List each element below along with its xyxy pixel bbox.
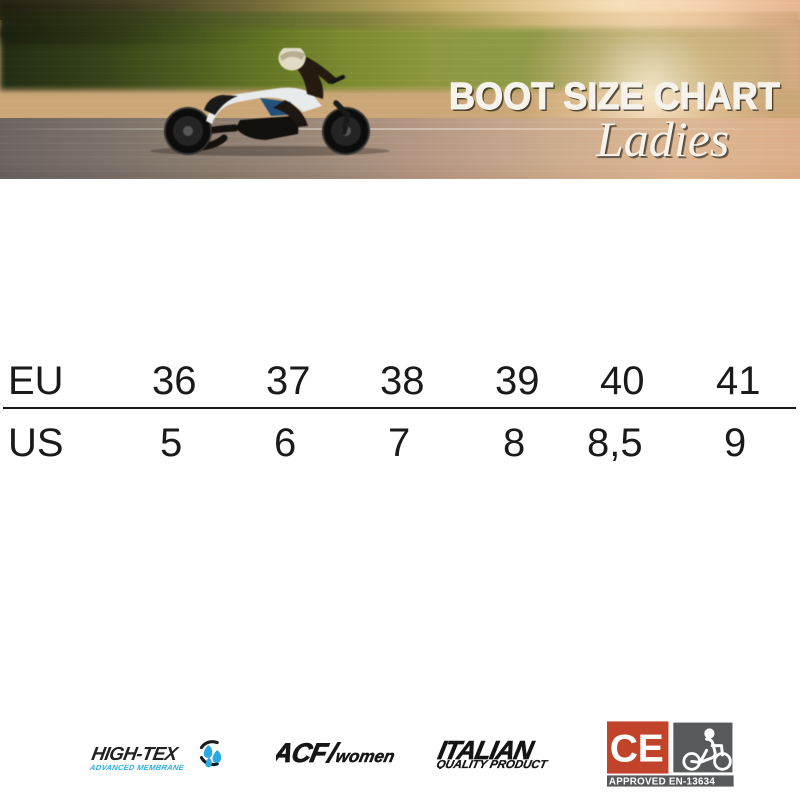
svg-text:E: E: [638, 727, 664, 770]
svg-text:women: women: [334, 746, 395, 766]
svg-text:APPROVED EN-13634: APPROVED EN-13634: [609, 777, 716, 787]
svg-text:QUALITY PRODUCT: QUALITY PRODUCT: [435, 758, 549, 769]
svg-text:HIGH-TEX: HIGH-TEX: [90, 744, 181, 765]
svg-text:ACF: ACF: [276, 742, 332, 767]
svg-text:ADVANCED MEMBRANE: ADVANCED MEMBRANE: [90, 763, 185, 772]
svg-text:C: C: [610, 727, 638, 770]
